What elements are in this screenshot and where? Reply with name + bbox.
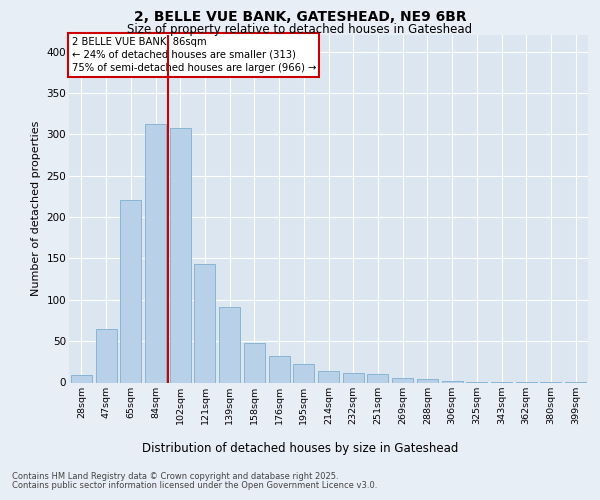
Bar [95,328,116,382]
Text: 2 BELLE VUE BANK: 86sqm
← 24% of detached houses are smaller (313)
75% of semi-d: 2 BELLE VUE BANK: 86sqm ← 24% of detache… [71,36,316,73]
Bar [442,381,463,382]
Bar [219,307,240,382]
Bar [417,379,438,382]
Bar [269,356,290,382]
Text: Distribution of detached houses by size in Gateshead: Distribution of detached houses by size … [142,442,458,455]
Y-axis label: Number of detached properties: Number of detached properties [31,121,41,296]
Bar [244,343,265,382]
Bar [367,374,388,382]
Text: Contains public sector information licensed under the Open Government Licence v3: Contains public sector information licen… [12,481,377,490]
Text: Size of property relative to detached houses in Gateshead: Size of property relative to detached ho… [127,22,473,36]
Bar [194,264,215,382]
Text: 2, BELLE VUE BANK, GATESHEAD, NE9 6BR: 2, BELLE VUE BANK, GATESHEAD, NE9 6BR [134,10,466,24]
Bar [318,371,339,382]
Bar [392,378,413,382]
Bar [170,128,191,382]
Bar [71,375,92,382]
Bar [293,364,314,382]
Bar [145,124,166,382]
Bar [120,200,141,382]
Bar [343,374,364,382]
Text: Contains HM Land Registry data © Crown copyright and database right 2025.: Contains HM Land Registry data © Crown c… [12,472,338,481]
